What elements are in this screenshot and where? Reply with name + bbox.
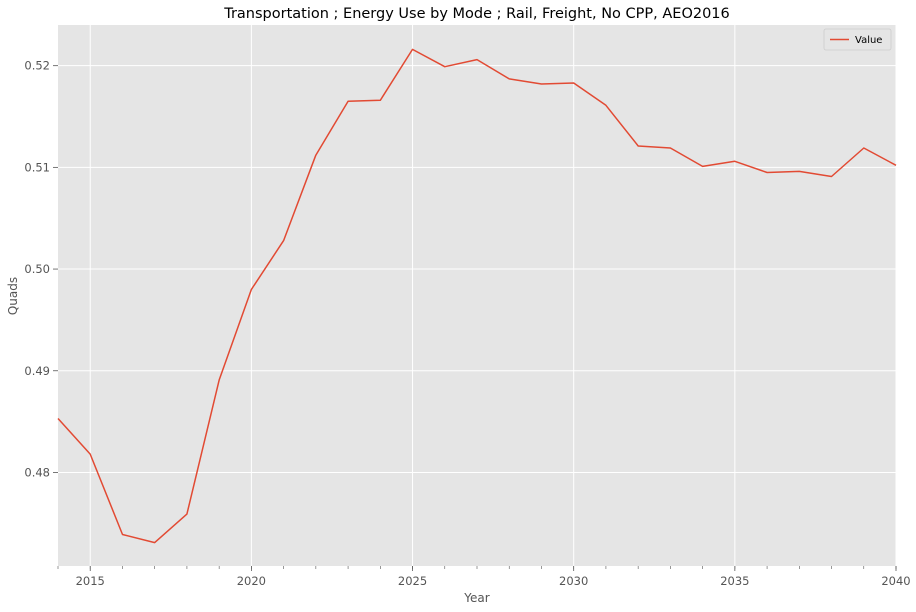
y-axis-label: Quads [6, 277, 20, 315]
legend-box [823, 28, 892, 51]
x-tick-label: 2040 [881, 574, 910, 588]
series-lines [57, 48, 897, 544]
y-axis: 0.48 0.49 0.50 0.51 0.52 [24, 59, 58, 479]
legend-label: Value [855, 35, 882, 46]
x-tick-label: 2030 [559, 574, 588, 588]
x-tick-label: 2020 [237, 574, 266, 588]
y-tick-label: 0.51 [24, 160, 50, 174]
y-tick-label: 0.50 [24, 262, 50, 276]
y-tick-label: 0.49 [24, 364, 50, 378]
x-tick-label: 2035 [720, 574, 749, 588]
series-line-value [57, 48, 897, 544]
plot-area [58, 25, 896, 566]
legend: Value [823, 28, 892, 51]
x-tick-label: 2015 [76, 574, 105, 588]
x-tick-label: 2025 [398, 574, 427, 588]
x-axis: 2015 2020 2025 2030 2035 2040 [57, 566, 911, 588]
y-tick-label: 0.48 [24, 465, 50, 479]
y-tick-label: 0.52 [24, 59, 50, 73]
chart-title: Transportation ; Energy Use by Mode ; Ra… [223, 6, 730, 22]
x-axis-label: Year [463, 591, 489, 605]
